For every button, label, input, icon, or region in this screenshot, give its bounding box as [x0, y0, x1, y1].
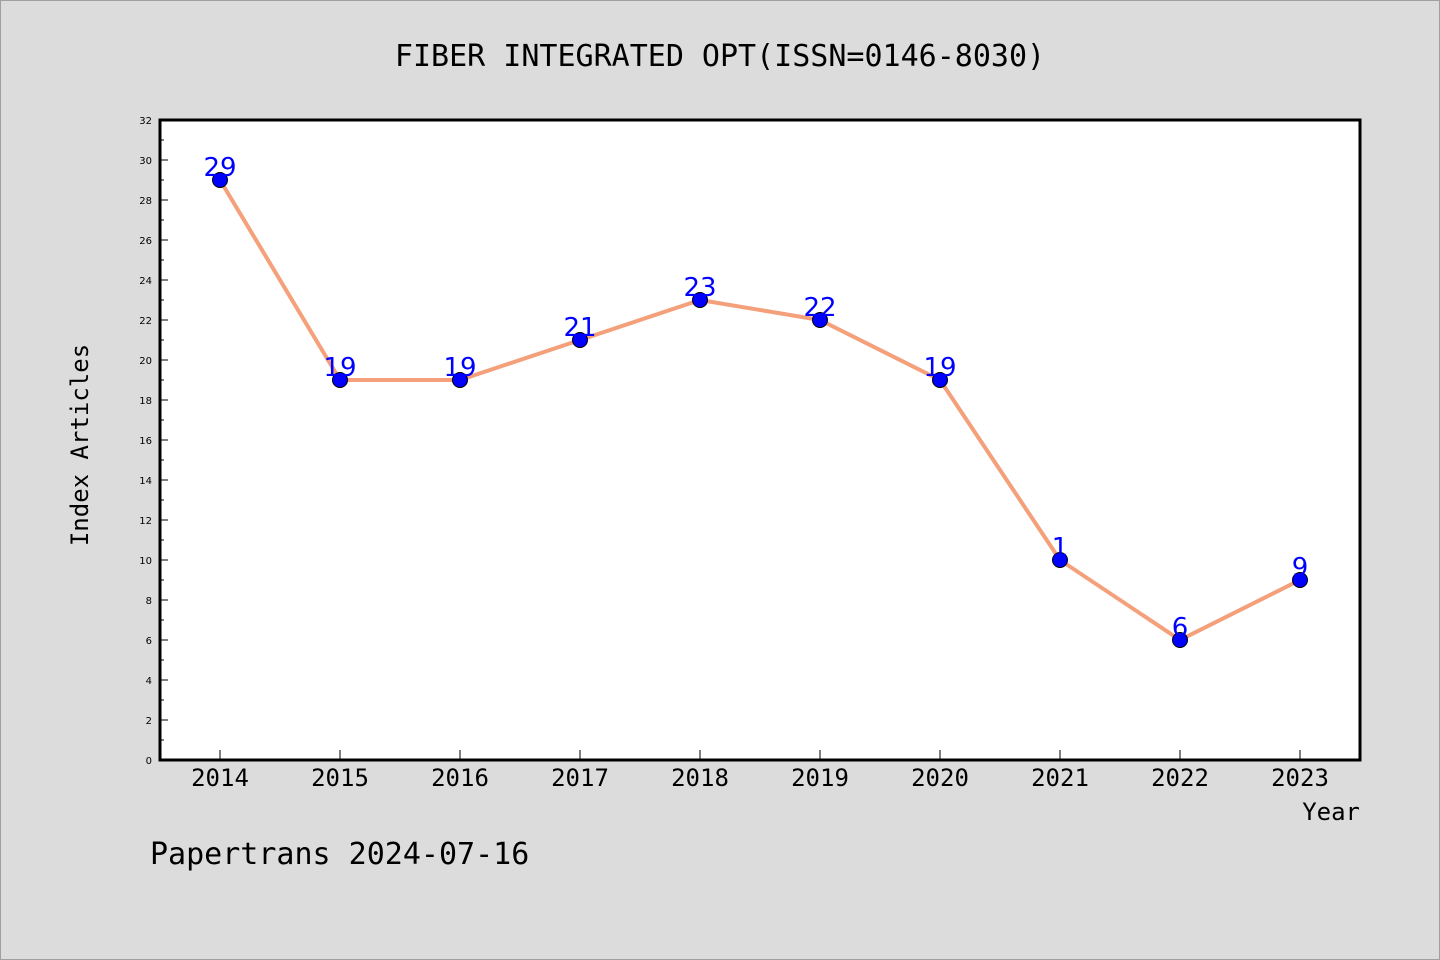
plot-area [158, 118, 1362, 762]
chart-title: FIBER INTEGRATED OPT(ISSN=0146-8030) [395, 39, 1045, 74]
y-tick-label: 6 [146, 636, 152, 647]
y-tick-label: 12 [139, 516, 152, 527]
data-point [1292, 572, 1308, 588]
data-label: 1 [1052, 533, 1069, 563]
data-label: 19 [923, 353, 956, 383]
y-tick-label: 28 [139, 196, 152, 207]
y-tick-label: 4 [146, 676, 152, 687]
y-tick-label: 22 [139, 316, 152, 327]
x-tick-label: 2015 [311, 764, 369, 792]
x-tick-label: 2019 [791, 764, 849, 792]
x-tick-label: 2021 [1031, 764, 1089, 792]
data-point [932, 372, 948, 388]
x-tick-label: 2014 [191, 764, 249, 792]
data-label: 19 [323, 353, 356, 383]
footer-credit: Papertrans 2024-07-16 [150, 837, 529, 872]
y-tick-label: 16 [139, 436, 152, 447]
y-tick-label: 18 [139, 396, 152, 407]
y-tick-label: 10 [139, 556, 152, 567]
data-point [572, 332, 588, 348]
data-point [332, 372, 348, 388]
y-tick-label: 14 [139, 476, 152, 487]
x-axis-title: Year [1302, 798, 1360, 826]
y-tick-label: 20 [139, 356, 152, 367]
y-tick-label: 0 [146, 756, 152, 767]
series-line [218, 178, 1301, 642]
data-label: 9 [1292, 553, 1309, 583]
y-tick-label: 2 [146, 716, 152, 727]
y-axis-title: Index Articles [66, 344, 94, 546]
x-axis: 2014 2015 2016 2017 2018 2019 2020 2021 2022 2023 [191, 750, 1329, 792]
data-point [452, 372, 468, 388]
data-point [812, 312, 828, 328]
y-tick-label: 30 [139, 156, 152, 167]
x-tick-label: 2023 [1271, 764, 1329, 792]
data-point [1052, 552, 1068, 568]
data-label: 6 [1172, 613, 1189, 643]
x-tick-label: 2018 [671, 764, 729, 792]
y-tick-label: 26 [139, 236, 152, 247]
x-tick-label: 2022 [1151, 764, 1209, 792]
data-label: 29 [203, 153, 236, 183]
x-tick-label: 2016 [431, 764, 489, 792]
data-label: 23 [683, 273, 716, 303]
data-label: 22 [803, 293, 836, 323]
data-point [692, 292, 708, 308]
x-tick-label: 2017 [551, 764, 609, 792]
data-label: 19 [443, 353, 476, 383]
y-tick-label: 32 [139, 116, 152, 127]
data-label: 21 [563, 313, 596, 343]
y-tick-label: 8 [146, 596, 152, 607]
y-tick-label: 24 [139, 276, 152, 287]
data-point [212, 172, 228, 188]
data-point [1172, 632, 1188, 648]
x-tick-label: 2020 [911, 764, 969, 792]
